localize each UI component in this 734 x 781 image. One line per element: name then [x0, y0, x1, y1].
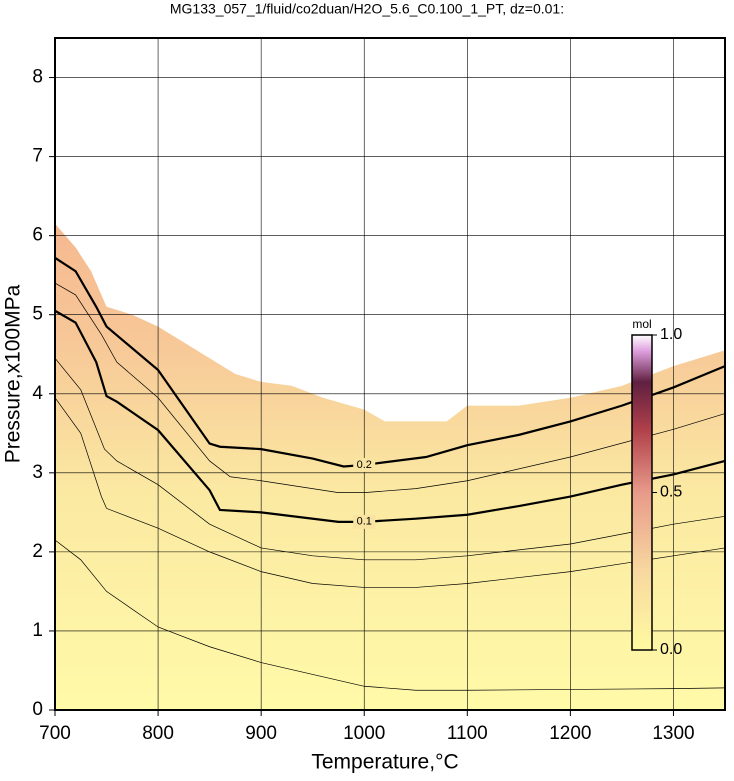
contour-line: [54, 397, 726, 588]
chart-title: MG133_057_1/fluid/co2duan/H2O_5.6_C0.100…: [170, 1, 564, 17]
y-tick-label: 8: [32, 67, 43, 88]
colorbar-tick-label: 0.0: [660, 641, 682, 658]
plot-frame: [54, 37, 726, 711]
y-tick-label: 7: [32, 146, 43, 167]
y-tick-label: 6: [32, 225, 43, 246]
y-tick-label: 1: [32, 620, 43, 641]
x-axis-label: Temperature,°C: [311, 751, 458, 774]
contour-line: [54, 539, 726, 691]
y-tick-label: 2: [32, 541, 43, 562]
x-tick-label: 1100: [447, 723, 488, 744]
x-tick-label: 1200: [549, 723, 591, 744]
colorbar: [631, 334, 653, 651]
contour-label: 0.1: [357, 516, 372, 528]
x-tick-label: 800: [142, 723, 174, 744]
colorbar-label: mol: [632, 317, 651, 331]
y-tick-label: 4: [32, 383, 43, 404]
contour-line: [54, 309, 726, 523]
contour-label-bg: [353, 514, 376, 529]
x-tick-label: 900: [245, 723, 277, 744]
contour-label-bg: [353, 457, 376, 472]
contour-line: [54, 357, 726, 561]
x-tick-label: 1300: [652, 723, 694, 744]
contour-line: [54, 282, 726, 493]
x-tick-label: 700: [39, 723, 71, 744]
y-axis-label: Pressure,x100MPa: [2, 284, 25, 463]
contour-line: [54, 256, 726, 468]
colorbar-tick-label: 0.5: [660, 484, 682, 501]
x-tick-label: 1000: [343, 723, 385, 744]
y-tick-label: 3: [32, 462, 43, 483]
colorbar-tick-label: 1.0: [660, 326, 682, 343]
contour-label: 0.2: [357, 459, 372, 471]
stability-field: [55, 223, 725, 710]
y-tick-label: 5: [32, 304, 43, 325]
y-tick-label: 0: [32, 699, 43, 720]
